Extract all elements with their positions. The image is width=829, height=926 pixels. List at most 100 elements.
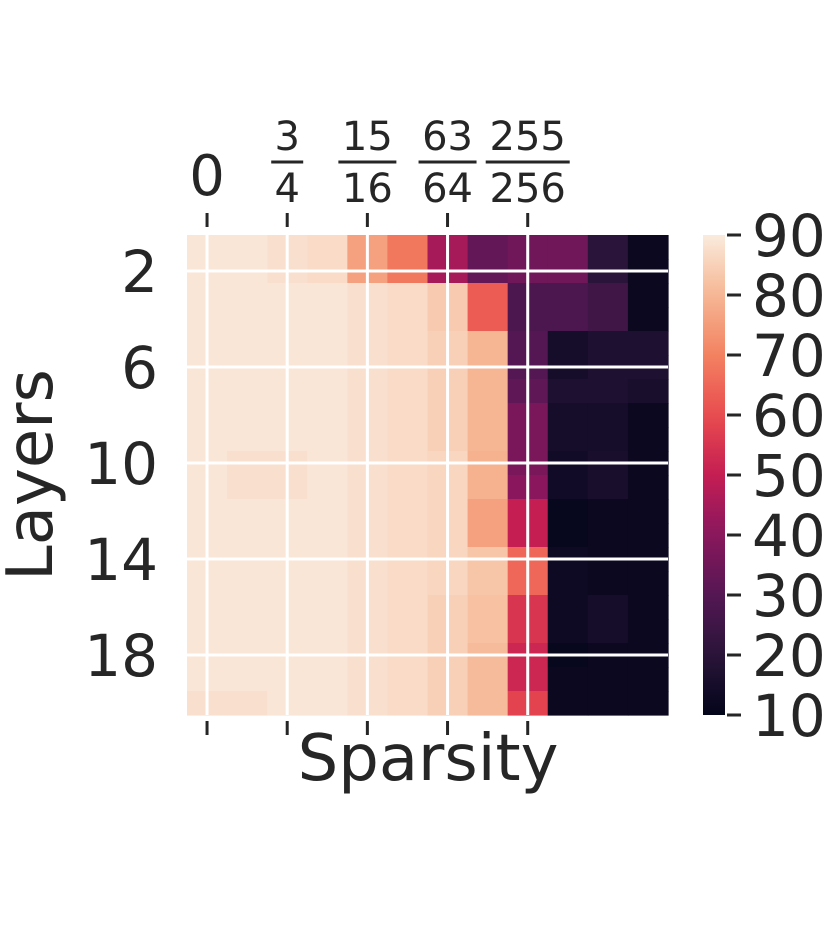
heatmap-cell — [627, 523, 669, 548]
heatmap-cell — [227, 307, 268, 332]
heatmap-cell — [587, 619, 629, 644]
heatmap-cell — [587, 475, 629, 500]
colorbar-tick-label: 10 — [752, 682, 826, 750]
heatmap-cell — [467, 691, 509, 716]
heatmap-cell — [627, 403, 669, 428]
heatmap-cell — [547, 667, 589, 692]
heatmap-cell — [587, 667, 629, 692]
heatmap-cell — [307, 571, 348, 596]
heatmap-cell — [387, 307, 429, 332]
colorbar-tick-label: 30 — [752, 562, 826, 630]
heatmap-cell — [587, 403, 629, 428]
colorbar-tick-label: 50 — [752, 442, 826, 510]
heatmap-cell — [227, 283, 268, 308]
heatmap-cell — [467, 595, 509, 620]
heatmap-cell — [467, 427, 509, 452]
heatmap-cell — [387, 427, 429, 452]
heatmap-cell — [467, 667, 509, 692]
heatmap-cell — [587, 331, 629, 356]
colorbar-tick-label: 40 — [752, 502, 826, 570]
x-tick-numerator: 63 — [422, 114, 473, 160]
heatmap-cell — [627, 307, 669, 332]
heatmap-cell — [627, 379, 669, 404]
heatmap-cell — [387, 691, 429, 716]
heatmap-cell — [627, 595, 669, 620]
heatmap-cell — [587, 571, 629, 596]
heatmap-cell — [307, 403, 348, 428]
heatmap-cell — [387, 379, 429, 404]
heatmap-cell — [587, 235, 629, 260]
heatmap-cell — [227, 667, 268, 692]
heatmap-cell — [387, 403, 429, 428]
heatmap-cell — [467, 235, 509, 260]
heatmap-cell — [307, 427, 348, 452]
heatmap-cell — [627, 283, 669, 308]
heatmap-cell — [387, 571, 429, 596]
heatmap-cell — [467, 475, 509, 500]
colorbar-tick-label: 70 — [752, 322, 826, 390]
heatmap-cell — [547, 379, 589, 404]
y-tick-label: 14 — [84, 526, 158, 594]
colorbar-tick-label: 20 — [752, 622, 826, 690]
heatmap-cell — [627, 475, 669, 500]
heatmap-cell — [227, 691, 268, 716]
y-tick-label: 2 — [121, 238, 158, 306]
heatmap-cells — [187, 235, 669, 716]
heatmap-cell — [627, 427, 669, 452]
heatmap-cell — [467, 571, 509, 596]
heatmap-cell — [627, 691, 669, 716]
heatmap-cell — [227, 475, 268, 500]
heatmap-cell — [467, 619, 509, 644]
heatmap-cell — [547, 427, 589, 452]
heatmap-cell — [387, 283, 429, 308]
y-axis-label: Layers — [0, 369, 68, 581]
heatmap-cell — [547, 691, 589, 716]
heatmap-cell — [547, 235, 589, 260]
heatmap-cell — [587, 523, 629, 548]
heatmap-cell — [547, 403, 589, 428]
heatmap-cell — [547, 571, 589, 596]
heatmap-cell — [307, 619, 348, 644]
heatmap-cell — [467, 499, 509, 524]
heatmap-cell — [387, 475, 429, 500]
heatmap-cell — [547, 307, 589, 332]
heatmap-cell — [307, 523, 348, 548]
heatmap-cell — [307, 331, 348, 356]
heatmap-cell — [547, 331, 589, 356]
x-tick-label: 0 — [189, 144, 225, 209]
heatmap-cell — [307, 283, 348, 308]
heatmap-cell — [587, 595, 629, 620]
heatmap-cell — [387, 667, 429, 692]
heatmap-cell — [627, 235, 669, 260]
heatmap-cell — [227, 619, 268, 644]
colorbar-tick-label: 60 — [752, 382, 826, 450]
colorbar-tick-label: 80 — [752, 262, 826, 330]
heatmap-cell — [627, 331, 669, 356]
heatmap-cell — [387, 331, 429, 356]
heatmap-cell — [587, 499, 629, 524]
y-tick-label: 18 — [84, 622, 158, 690]
heatmap-cell — [587, 427, 629, 452]
heatmap-cell — [387, 499, 429, 524]
heatmap-cell — [227, 499, 268, 524]
heatmap-cell — [467, 379, 509, 404]
y-axis-ticks: 2 6 10 14 18 — [84, 238, 158, 690]
heatmap-cell — [587, 307, 629, 332]
y-tick-label: 10 — [84, 430, 158, 498]
heatmap-cell — [387, 523, 429, 548]
heatmap-cell — [467, 403, 509, 428]
heatmap-cell — [467, 283, 509, 308]
heatmap-cell — [587, 283, 629, 308]
heatmap-cell — [227, 331, 268, 356]
heatmap-cell — [307, 667, 348, 692]
heatmap-cell — [307, 235, 348, 260]
x-tick-denominator: 64 — [422, 166, 473, 212]
y-tick-label: 6 — [121, 334, 158, 402]
x-tick-numerator: 15 — [342, 114, 393, 160]
heatmap-cell — [547, 619, 589, 644]
heatmap-cell — [307, 475, 348, 500]
heatmap-cell — [227, 523, 268, 548]
heatmap-cell — [227, 235, 268, 260]
